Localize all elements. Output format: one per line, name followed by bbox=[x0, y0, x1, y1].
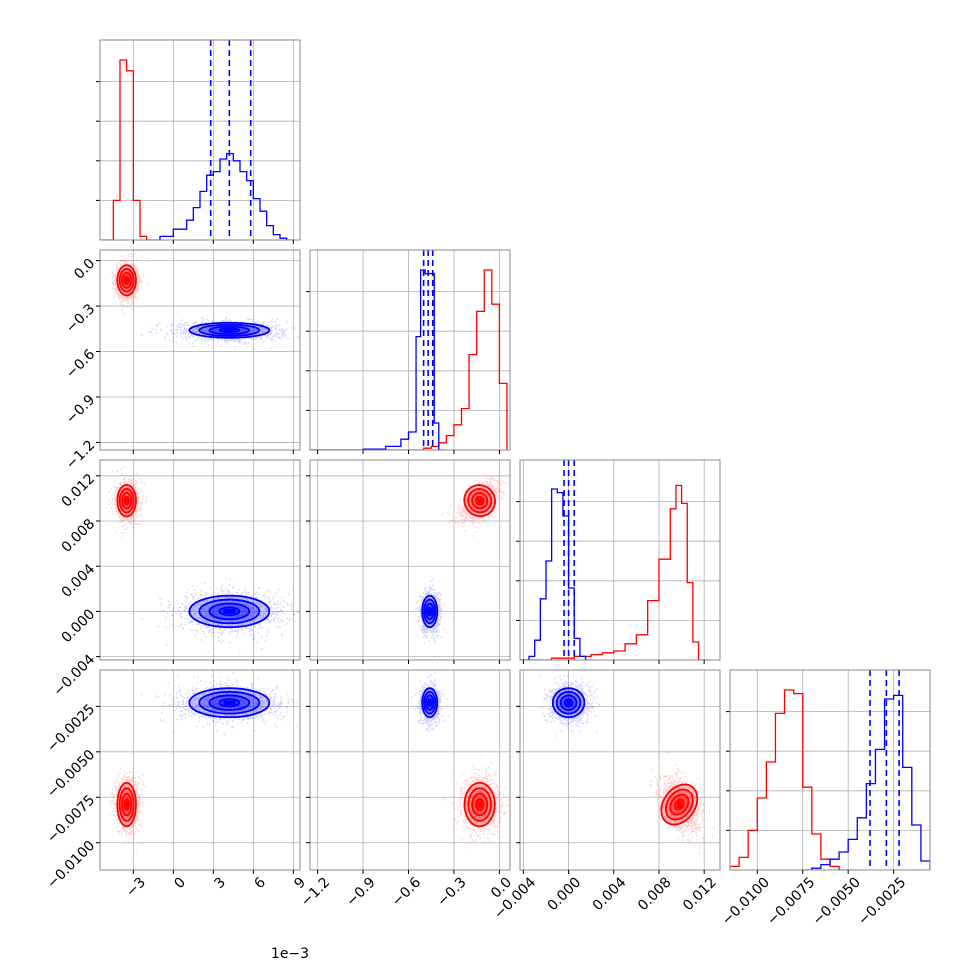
x-tick-label-2-4: 0.012 bbox=[680, 874, 720, 914]
peak-red-2-1 bbox=[477, 498, 482, 504]
frame-3-3 bbox=[729, 669, 931, 871]
x-tick-label-1-3: −0.3 bbox=[434, 874, 469, 909]
hist-blue-0 bbox=[159, 152, 294, 240]
frame-1-1 bbox=[309, 249, 511, 451]
y-tick-label-3-3: −0.0025 bbox=[44, 701, 98, 755]
frame-0-0 bbox=[99, 39, 301, 241]
panel-3-3 bbox=[726, 669, 931, 871]
panel-3-1 bbox=[309, 669, 511, 871]
x-tick-label-0-3: 6 bbox=[251, 874, 269, 892]
y-tick-label-2-1: 0.000 bbox=[59, 606, 99, 646]
panel-1-1 bbox=[306, 249, 511, 451]
hist-red-1 bbox=[310, 269, 508, 450]
x-tick-label-3-0: −0.0100 bbox=[719, 874, 773, 928]
y-tick-label-1-1: −0.9 bbox=[63, 392, 98, 427]
scatter-blue-2-0 bbox=[141, 577, 299, 653]
hist-red-0 bbox=[100, 59, 160, 240]
x-tick-label-0-2: 3 bbox=[211, 874, 229, 892]
scatter-blue-1-0 bbox=[141, 316, 300, 350]
x-tick-label-1-2: −0.6 bbox=[389, 874, 424, 909]
x-tick-label-3-1: −0.0075 bbox=[764, 874, 818, 928]
y-tick-label-3-0: −0.0100 bbox=[44, 838, 98, 892]
peak-red-3-0 bbox=[125, 801, 129, 808]
peak-blue-2-0 bbox=[223, 609, 236, 614]
x-tick-label-3-3: −0.0025 bbox=[855, 874, 909, 928]
x-tick-label-0-1: 0 bbox=[171, 874, 189, 892]
panel-3-0 bbox=[99, 669, 301, 871]
frame-2-2 bbox=[519, 459, 721, 661]
panel-0-0 bbox=[96, 39, 301, 241]
panel-2-2 bbox=[516, 459, 721, 661]
peak-blue-3-1 bbox=[428, 700, 431, 705]
hist-red-2 bbox=[520, 484, 710, 660]
offset-text: 1e−3 bbox=[271, 946, 309, 962]
frame-3-2 bbox=[519, 669, 721, 871]
peak-red-1-0 bbox=[125, 278, 129, 283]
y-tick-label-3-1: −0.0075 bbox=[44, 792, 98, 846]
y-tick-label-2-0: −0.004 bbox=[50, 652, 98, 700]
x-tick-label-2-3: 0.008 bbox=[635, 874, 675, 914]
hist-red-3 bbox=[730, 689, 858, 870]
y-tick-label-1-4: 0.0 bbox=[71, 256, 98, 283]
x-tick-label-2-1: 0.000 bbox=[545, 874, 585, 914]
peak-blue-2-1 bbox=[428, 609, 431, 614]
hist-blue-2 bbox=[520, 488, 592, 660]
frame-1-0 bbox=[99, 249, 301, 451]
panel-2-1 bbox=[309, 459, 511, 661]
y-tick-label-3-2: −0.0050 bbox=[44, 747, 98, 801]
peak-blue-3-0 bbox=[223, 700, 236, 705]
peak-red-3-1 bbox=[477, 801, 482, 808]
peak-blue-3-2 bbox=[566, 700, 571, 705]
peak-red-2-0 bbox=[125, 498, 129, 504]
peak-red-3-2 bbox=[676, 801, 682, 808]
y-tick-label-2-4: 0.012 bbox=[59, 471, 99, 511]
hist-blue-3 bbox=[802, 694, 930, 870]
x-tick-label-3-2: −0.0050 bbox=[810, 874, 864, 928]
panel-1-0 bbox=[99, 249, 301, 451]
hist-blue-1 bbox=[310, 269, 447, 450]
frame-2-1 bbox=[309, 459, 511, 661]
y-tick-label-1-0: −1.2 bbox=[63, 437, 98, 472]
y-tick-label-1-3: −0.3 bbox=[63, 301, 98, 336]
panel-2-0 bbox=[99, 459, 301, 661]
x-tick-label-0-0: −3 bbox=[123, 874, 149, 900]
y-tick-label-2-3: 0.008 bbox=[59, 516, 99, 556]
frame-2-0 bbox=[99, 459, 301, 661]
scatter-red-3-2 bbox=[649, 752, 716, 854]
y-tick-label-1-2: −0.6 bbox=[63, 346, 98, 381]
y-tick-label-2-2: 0.004 bbox=[59, 561, 99, 601]
frame-3-0 bbox=[99, 669, 301, 871]
x-tick-label-1-0: −1.2 bbox=[298, 874, 333, 909]
peak-blue-1-0 bbox=[223, 329, 236, 332]
panel-3-2 bbox=[519, 669, 721, 871]
x-tick-label-2-2: 0.004 bbox=[590, 874, 630, 914]
frame-3-1 bbox=[309, 669, 511, 871]
x-tick-label-1-1: −0.9 bbox=[343, 874, 378, 909]
scatter-red-2-1 bbox=[441, 471, 507, 537]
